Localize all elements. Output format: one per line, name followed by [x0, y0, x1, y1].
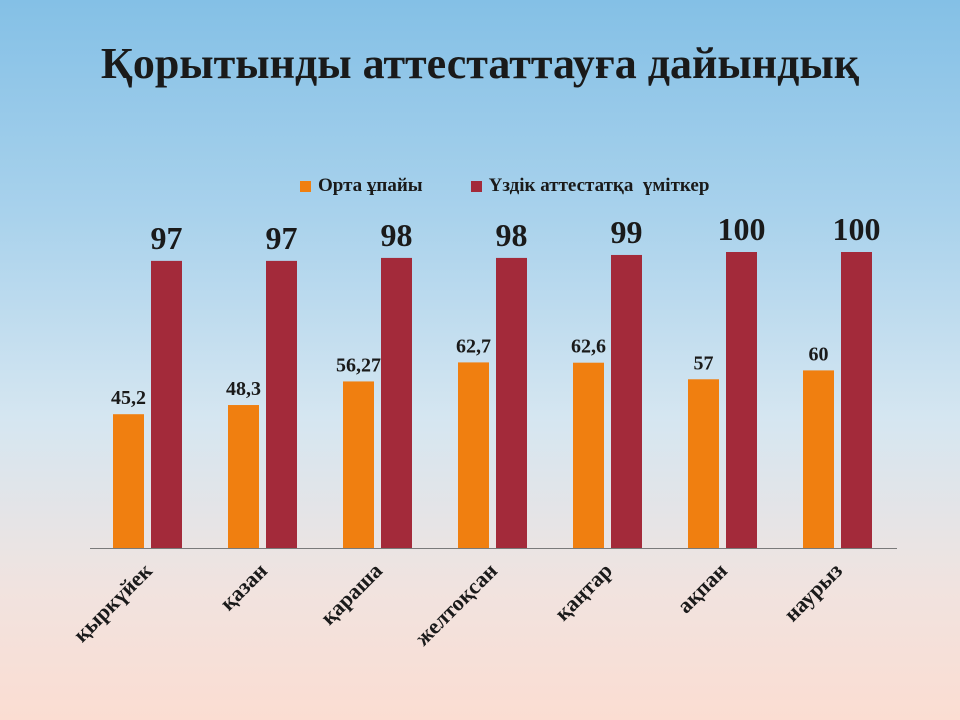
value-label-series-1-қыркүйек: 45,2 [111, 387, 146, 409]
legend-item-series-2: Үздік аттестатқа үміткер [470, 175, 710, 197]
bar-series-2-қазан [266, 260, 297, 548]
bar-series-1-ақпан [688, 379, 719, 548]
value-label-series-1-ақпан: 57 [694, 352, 714, 374]
value-label-series-1-наурыз: 60 [809, 343, 829, 365]
bar-series-1-қазан [228, 405, 259, 548]
chart-title: Қорытынды аттестаттауға дайындық [100, 39, 860, 88]
bar-series-2-қыркүйек [151, 260, 182, 548]
category-label-қыркүйек: қыркүйек [68, 558, 157, 647]
value-label-series-1-қазан: 48,3 [226, 378, 261, 400]
value-label-series-1-қараша: 56,27 [336, 354, 381, 376]
value-label-series-1-қаңтар: 62,6 [571, 336, 606, 358]
bar-series-2-желтоқсан [496, 257, 527, 548]
bar-series-2-наурыз [841, 252, 872, 548]
bar-series-1-желтоқсан [458, 362, 489, 548]
legend-label-series-1: Орта ұпайы [318, 175, 423, 196]
value-label-series-2-қаңтар: 99 [611, 214, 643, 250]
bar-series-2-қараша [381, 257, 412, 548]
value-label-series-2-қыркүйек: 97 [151, 220, 183, 256]
category-label-қаңтар: қаңтар [549, 558, 617, 626]
value-label-series-2-наурыз: 100 [833, 211, 881, 247]
bar-series-2-қаңтар [611, 254, 642, 548]
value-label-series-2-қазан: 97 [266, 220, 298, 256]
legend: Орта ұпайы Үздік аттестатқа үміткер [300, 174, 757, 198]
bar-series-2-ақпан [726, 252, 757, 548]
value-label-series-2-ақпан: 100 [718, 211, 766, 247]
legend-label-series-2: Үздік аттестатқа үміткер [488, 175, 710, 196]
value-label-series-1-желтоқсан: 62,7 [456, 335, 491, 357]
category-label-ақпан: ақпан [672, 558, 732, 618]
bar-series-1-қараша [343, 381, 374, 548]
bar-series-1-қаңтар [573, 362, 604, 548]
legend-swatch-series-2 [470, 180, 482, 192]
category-label-наурыз: наурыз [779, 558, 848, 627]
category-label-қазан: қазан [215, 558, 273, 616]
category-label-қараша: қараша [315, 558, 387, 630]
legend-swatch-series-1 [300, 180, 311, 192]
value-label-series-2-желтоқсан: 98 [496, 217, 528, 253]
bar-series-1-қыркүйек [113, 414, 144, 548]
bar-series-1-наурыз [803, 370, 834, 548]
category-label-желтоқсан: желтоқсан [410, 558, 503, 651]
value-label-series-2-қараша: 98 [381, 217, 413, 253]
legend-item-series-1: Орта ұпайы [300, 175, 423, 197]
